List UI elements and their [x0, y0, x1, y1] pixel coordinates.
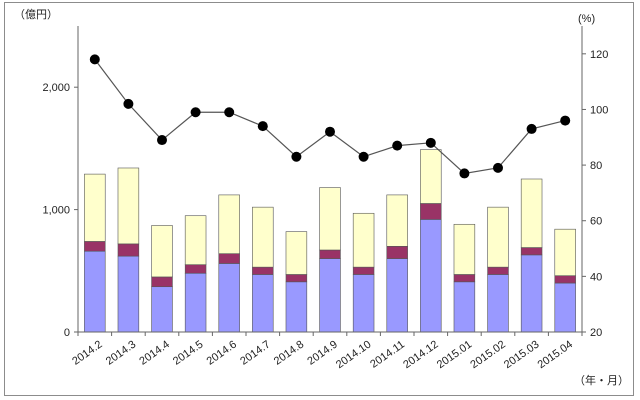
left-tick-label: 2,000 [42, 82, 70, 94]
bar-segment-3 [151, 225, 173, 278]
x-tick-label: 2015.03 [502, 339, 541, 372]
x-axis-unit: （年・月） [574, 373, 629, 387]
bar-segment-1 [252, 274, 274, 333]
bar-segment-2 [218, 253, 240, 264]
x-tick-label: 2014.5 [171, 339, 205, 368]
x-tick-label: 2014.3 [104, 339, 138, 368]
bar-segment-2 [520, 247, 543, 256]
bar-segment-1 [386, 258, 408, 333]
ratio-line [94, 59, 566, 175]
ratio-point [459, 168, 470, 179]
ratio-point [190, 107, 201, 118]
ratio-point [392, 140, 403, 151]
bar-segment-2 [151, 276, 173, 288]
x-tick-label: 2014.6 [205, 339, 239, 368]
bar-segment-1 [184, 272, 207, 333]
right-tick-label: 80 [590, 160, 602, 172]
bar-segment-1 [151, 286, 173, 333]
right-tick-label: 100 [590, 104, 608, 116]
bar-segment-2 [319, 249, 341, 259]
bar-segment-1 [84, 250, 106, 333]
right-tick-label: 60 [590, 216, 602, 228]
bar-segment-3 [252, 206, 274, 268]
left-tick-label: 0 [64, 327, 70, 339]
x-tick-label: 2014.8 [272, 339, 306, 368]
bar-segment-1 [352, 274, 375, 333]
bar-segment-2 [386, 246, 408, 259]
bar-segment-3 [184, 215, 207, 265]
x-tick-label: 2014.10 [334, 339, 373, 372]
bar-segment-3 [420, 149, 442, 204]
bar-segment-3 [520, 178, 543, 248]
bar-segment-2 [285, 274, 308, 283]
left-axis-unit: （億円） [14, 8, 58, 21]
right-axis-unit: (%) [578, 13, 595, 25]
ratio-point [325, 126, 335, 137]
x-tick-label: 2014.2 [70, 339, 104, 368]
bars-layer [84, 149, 576, 333]
bar-segment-3 [84, 173, 106, 242]
bar-segment-3 [453, 223, 476, 275]
ratio-point [358, 151, 369, 162]
bar-segment-1 [453, 281, 476, 333]
ratio-point [224, 107, 235, 118]
bar-segment-1 [319, 258, 341, 333]
bar-segment-1 [117, 255, 140, 333]
x-tick-label: 2014.11 [368, 339, 407, 371]
left-tick-label: 1,000 [42, 205, 70, 217]
bar-segment-1 [218, 263, 240, 333]
bar-segment-1 [554, 282, 576, 333]
bar-segment-3 [117, 167, 140, 245]
bar-segment-2 [453, 274, 476, 283]
bar-segment-3 [319, 187, 341, 251]
bar-segment-1 [487, 274, 509, 333]
bar-segment-3 [386, 194, 408, 247]
x-tick-label: 2014.4 [137, 339, 171, 368]
bar-segment-2 [487, 266, 509, 275]
bar-segment-1 [520, 254, 543, 333]
bar-segment-2 [84, 241, 106, 252]
ratio-point [257, 121, 268, 132]
right-tick-label: 40 [590, 271, 602, 283]
bar-segment-2 [252, 266, 274, 275]
ratio-point [291, 151, 302, 162]
x-tick-label: 2015.01 [435, 339, 474, 372]
bar-segment-3 [218, 194, 240, 254]
x-tick-label: 2015.04 [536, 339, 575, 372]
bar-segment-3 [285, 231, 308, 275]
ratio-point [526, 123, 537, 134]
ratio-point [123, 98, 134, 109]
x-tick-label: 2015.02 [468, 339, 507, 372]
right-tick-label: 120 [590, 49, 608, 61]
x-tick-label: 2014.12 [401, 339, 440, 372]
bar-segment-2 [420, 203, 442, 220]
bar-segment-3 [487, 206, 509, 268]
bar-segment-1 [285, 281, 308, 333]
bar-segment-3 [352, 212, 375, 268]
bar-segment-2 [117, 243, 140, 257]
axes-layer [77, 26, 583, 333]
ratio-point [560, 115, 571, 126]
bar-segment-2 [184, 264, 207, 274]
right-tick-label: 20 [590, 327, 602, 339]
x-tick-label: 2014.7 [238, 339, 272, 368]
ratio-point [89, 54, 100, 65]
ratio-point [493, 162, 503, 173]
ratio-point [425, 137, 436, 148]
bar-segment-1 [420, 219, 442, 333]
line-layer [89, 54, 571, 179]
ratio-point [157, 135, 167, 146]
bar-segment-2 [352, 266, 375, 275]
bar-segment-2 [554, 275, 576, 284]
bar-segment-3 [554, 228, 576, 276]
